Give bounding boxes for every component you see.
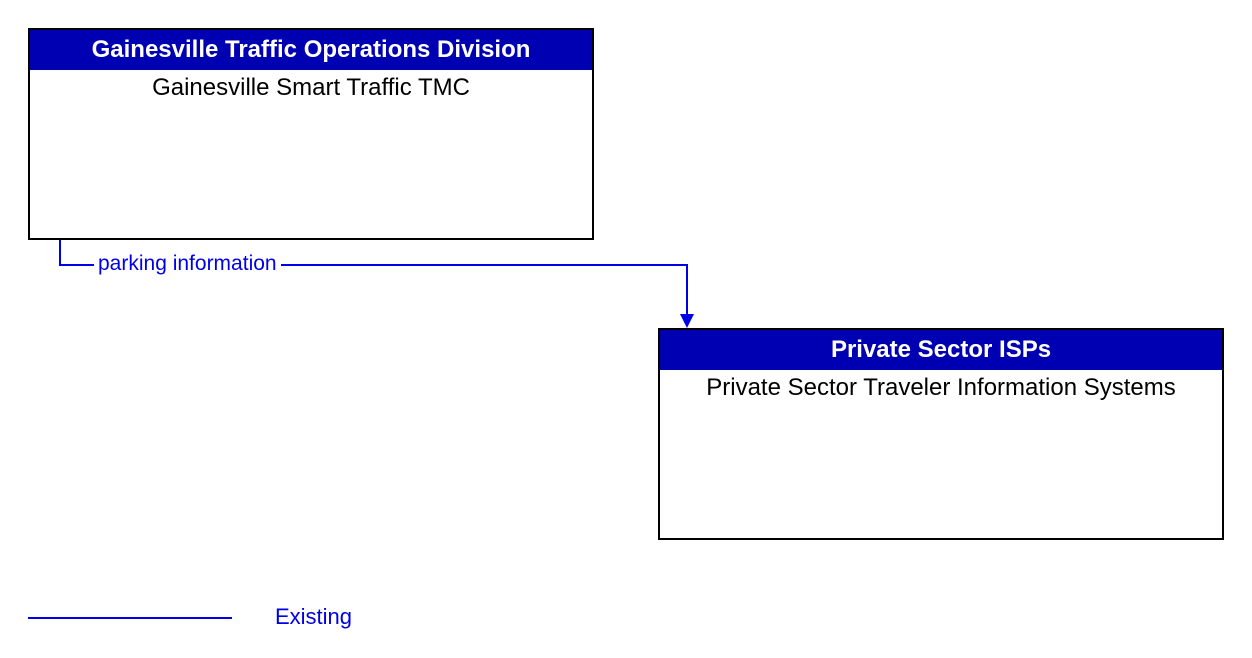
legend-line xyxy=(0,0,1252,658)
legend-label-text: Existing xyxy=(275,604,352,629)
legend-label: Existing xyxy=(275,604,352,630)
